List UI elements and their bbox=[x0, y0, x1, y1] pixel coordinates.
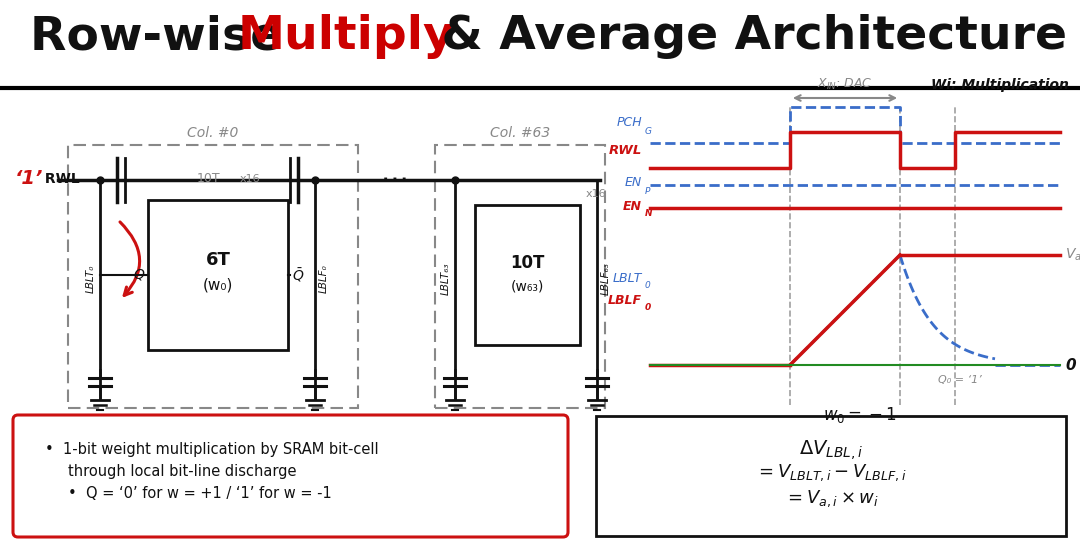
Text: PCH: PCH bbox=[617, 116, 642, 129]
FancyBboxPatch shape bbox=[13, 415, 568, 537]
Text: EN: EN bbox=[623, 199, 642, 212]
Text: $\Delta V_{LBL,i}$: $\Delta V_{LBL,i}$ bbox=[799, 438, 863, 462]
Text: ‘1’: ‘1’ bbox=[15, 170, 43, 189]
Text: $\bar{Q}$: $\bar{Q}$ bbox=[292, 266, 305, 284]
Text: EN: EN bbox=[624, 176, 642, 189]
Text: (w₆₃): (w₆₃) bbox=[511, 280, 544, 294]
Text: x16: x16 bbox=[240, 174, 260, 184]
Text: 0: 0 bbox=[645, 282, 651, 291]
Text: LBLF₀: LBLF₀ bbox=[319, 265, 329, 293]
Text: Row-wise: Row-wise bbox=[30, 14, 299, 59]
Text: $X_{IN}$: DAC: $X_{IN}$: DAC bbox=[818, 77, 873, 92]
Text: P: P bbox=[645, 186, 650, 195]
Bar bbox=[475, 205, 580, 345]
Text: (w₀): (w₀) bbox=[203, 278, 233, 292]
Text: 0: 0 bbox=[645, 304, 651, 312]
Bar bbox=[68, 145, 357, 408]
Text: Multiply: Multiply bbox=[238, 14, 455, 59]
Text: & Average Architecture: & Average Architecture bbox=[426, 14, 1067, 59]
Text: 10T: 10T bbox=[197, 172, 220, 185]
Bar bbox=[435, 145, 605, 408]
Text: 6T: 6T bbox=[205, 251, 230, 269]
Text: LBLT₆₃: LBLT₆₃ bbox=[441, 263, 451, 295]
Text: RWL: RWL bbox=[40, 172, 80, 186]
Text: LBLF₆₃: LBLF₆₃ bbox=[600, 263, 611, 296]
Text: •  Q = ‘0’ for w = +1 / ‘1’ for w = -1: • Q = ‘0’ for w = +1 / ‘1’ for w = -1 bbox=[68, 486, 332, 501]
Text: 10T: 10T bbox=[511, 254, 544, 272]
Text: Q: Q bbox=[133, 268, 144, 282]
Text: Q₀ = ‘1’: Q₀ = ‘1’ bbox=[939, 375, 982, 385]
Text: RWL: RWL bbox=[609, 143, 642, 156]
Text: through local bit-line discharge: through local bit-line discharge bbox=[68, 464, 297, 479]
FancyArrowPatch shape bbox=[120, 222, 139, 296]
Text: $= V_{a,i} \times w_i$: $= V_{a,i} \times w_i$ bbox=[784, 488, 878, 508]
Text: ⋯: ⋯ bbox=[381, 166, 409, 194]
Text: Col. #63: Col. #63 bbox=[490, 126, 550, 140]
Bar bbox=[148, 200, 288, 350]
Text: LBLF: LBLF bbox=[608, 293, 642, 306]
Text: •  1-bit weight multiplication by SRAM bit-cell: • 1-bit weight multiplication by SRAM bi… bbox=[45, 442, 379, 457]
Text: LBLT: LBLT bbox=[612, 272, 642, 284]
Text: G: G bbox=[645, 127, 652, 136]
Text: $V_{a0}$: $V_{a0}$ bbox=[1065, 247, 1080, 263]
Text: Wi: Multiplication: Wi: Multiplication bbox=[931, 78, 1069, 92]
Text: Col. #0: Col. #0 bbox=[187, 126, 239, 140]
Text: $w_0= -1$: $w_0= -1$ bbox=[823, 405, 896, 425]
FancyBboxPatch shape bbox=[596, 416, 1066, 536]
Text: $= V_{LBLT,i} - V_{LBLF,i}$: $= V_{LBLT,i} - V_{LBLF,i}$ bbox=[755, 462, 907, 483]
Text: 0: 0 bbox=[1065, 357, 1076, 372]
Text: N: N bbox=[645, 209, 652, 218]
Text: x16: x16 bbox=[586, 189, 607, 199]
Text: LBLT₀: LBLT₀ bbox=[86, 265, 96, 293]
